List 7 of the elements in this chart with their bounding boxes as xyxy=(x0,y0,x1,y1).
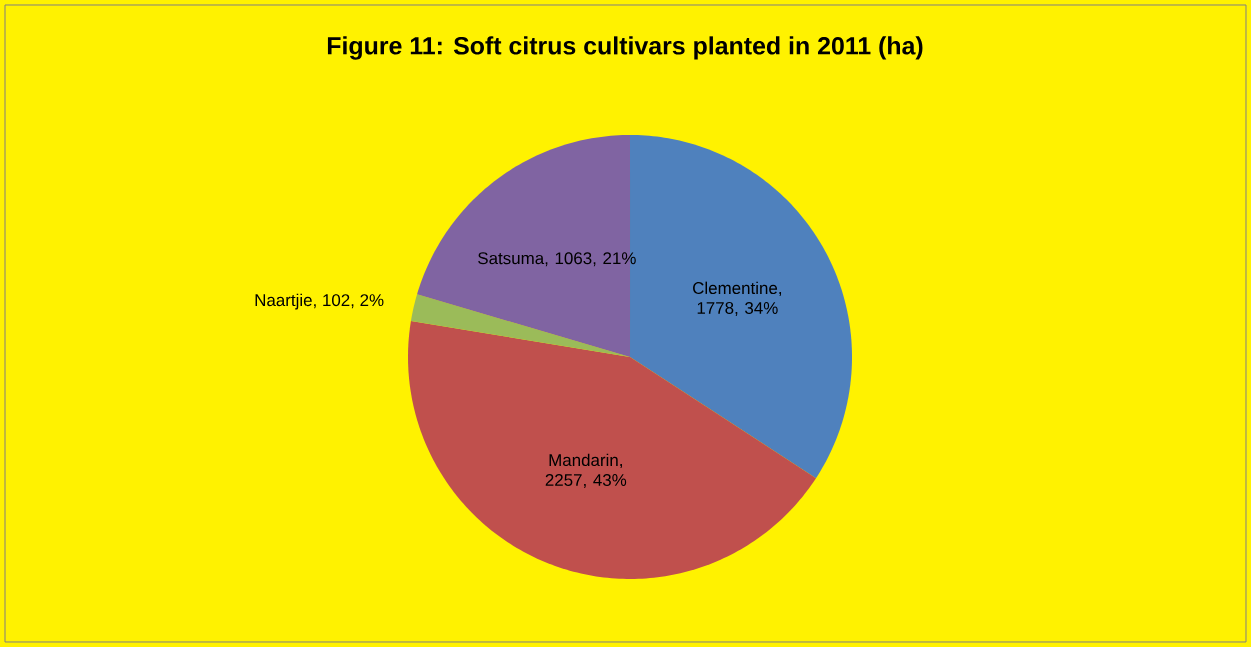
slice-label: Mandarin xyxy=(549,453,618,467)
data-label: , 102, 2% xyxy=(314,294,384,309)
data-label: , 1063, 21% xyxy=(545,252,636,267)
slice-label: Satsuma xyxy=(478,252,545,265)
chart-title: Figure 11: Soft citrus cultivars planted in 2011 (ha) xyxy=(327,36,923,60)
slice-label: Clementine xyxy=(693,281,778,295)
slice-label: Naartjie xyxy=(255,293,312,310)
